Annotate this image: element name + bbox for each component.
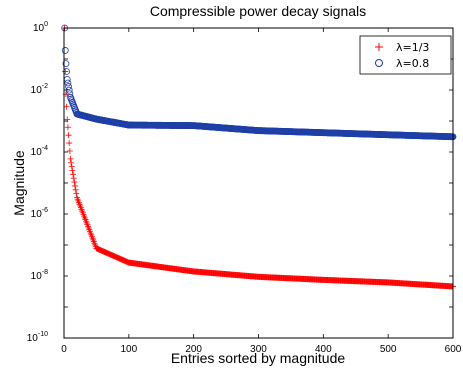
plot-area: [61, 24, 457, 290]
data-point: [72, 182, 79, 189]
x-tick-label: 500: [380, 344, 397, 355]
data-point: [67, 155, 74, 162]
y-tick-label: 10-10: [27, 331, 48, 344]
data-point: [69, 167, 76, 174]
data-point: [63, 103, 70, 110]
legend-label-2: λ=0.8: [396, 57, 429, 70]
data-point: [70, 171, 77, 178]
x-tick-label: 600: [445, 344, 462, 355]
legend: λ=1/3 λ=0.8: [359, 35, 452, 75]
data-point: [64, 116, 71, 123]
axes: 0 100 200 300 400 500 600 10-10 10-8 10-6 10-4 10-2…: [27, 21, 462, 355]
x-tick-label: 100: [120, 344, 137, 355]
y-tick-label: 10-4: [31, 145, 48, 158]
y-tick-label: 10-8: [31, 269, 48, 282]
x-tick-label: 0: [61, 344, 67, 355]
y-tick-label: 10-6: [31, 207, 48, 220]
series-1: [61, 25, 456, 290]
legend-label-1: λ=1/3: [396, 41, 429, 54]
data-point: [62, 60, 70, 67]
data-point: [72, 186, 79, 193]
legend-marker-2: [375, 59, 383, 67]
x-tick-label: 200: [185, 344, 202, 355]
series-2: [61, 24, 457, 141]
data-point: [64, 124, 71, 131]
x-axis-title: Entries sorted by magnitude: [171, 350, 346, 366]
y-tick-label: 10-2: [31, 83, 48, 96]
data-point: [61, 47, 69, 54]
data-point: [64, 79, 72, 87]
legend-marker-1: [375, 43, 383, 51]
data-point: [65, 83, 72, 90]
x-tick-label: 300: [250, 344, 267, 355]
data-point: [66, 140, 73, 147]
chart-title: Compressible power decay signals: [150, 3, 366, 19]
data-point: [73, 190, 80, 197]
data-point: [65, 132, 72, 139]
data-point: [68, 163, 75, 170]
data-point: [71, 179, 78, 186]
data-point: [70, 175, 77, 182]
plot-frame: [63, 27, 454, 339]
y-tick-label: 100: [33, 21, 48, 34]
y-axis-title: Magnitude: [11, 150, 27, 216]
x-tick-label: 400: [315, 344, 332, 355]
data-point: [66, 90, 74, 98]
data-point: [68, 159, 75, 166]
data-point: [66, 147, 73, 154]
legend-box: [359, 35, 452, 75]
